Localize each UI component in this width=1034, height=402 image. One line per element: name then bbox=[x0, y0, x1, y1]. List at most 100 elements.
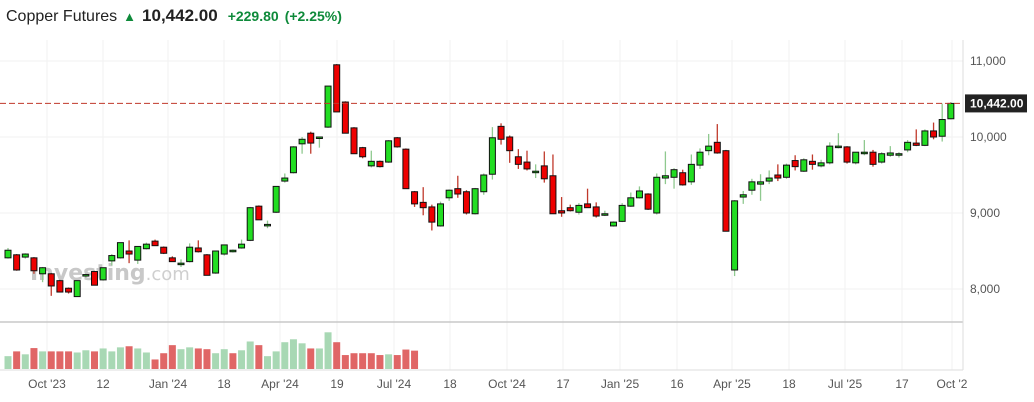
candle bbox=[852, 151, 860, 165]
volume-bar bbox=[47, 351, 55, 369]
volume-bar bbox=[168, 345, 176, 369]
candle bbox=[549, 154, 557, 215]
candle bbox=[558, 197, 566, 217]
candle-body bbox=[194, 247, 202, 253]
time-axis[interactable]: Oct '23 12 Jan '24 18 Apr '24 19 Jul '24 18 Oct … bbox=[28, 377, 968, 391]
candle-body bbox=[852, 151, 860, 164]
candle bbox=[497, 123, 505, 145]
volume-bar bbox=[39, 351, 47, 369]
y-tick-label: 11,000 bbox=[970, 54, 1006, 68]
candle-body bbox=[428, 206, 436, 223]
candle-body bbox=[713, 141, 721, 154]
candle bbox=[514, 149, 522, 169]
candle-body bbox=[869, 151, 877, 165]
candle bbox=[445, 189, 453, 201]
candle-body bbox=[341, 101, 349, 134]
candle bbox=[99, 267, 107, 281]
current-price-label: 10,442.00 bbox=[970, 96, 1024, 110]
candle-body bbox=[385, 140, 393, 163]
candle bbox=[229, 249, 237, 253]
candle bbox=[670, 168, 678, 189]
candle-body bbox=[731, 200, 739, 271]
candle-body bbox=[826, 145, 834, 164]
volume-bar bbox=[359, 353, 367, 369]
chart-header: Copper Futures ▲ 10,442.00 +229.80 (+2.2… bbox=[6, 6, 342, 26]
candle bbox=[679, 169, 687, 186]
x-tick-label: Jan '25 bbox=[601, 377, 640, 391]
candle bbox=[307, 131, 315, 154]
candle-body bbox=[705, 145, 713, 152]
candle-body bbox=[116, 242, 124, 259]
candle bbox=[921, 129, 929, 147]
candle bbox=[220, 244, 228, 256]
candle bbox=[800, 158, 808, 172]
candle-body bbox=[523, 161, 531, 170]
candle-body bbox=[437, 203, 444, 227]
candle bbox=[125, 240, 133, 264]
volume-bar bbox=[298, 343, 306, 369]
candle-body bbox=[618, 204, 626, 222]
candle bbox=[748, 178, 756, 195]
volume-bar bbox=[203, 349, 211, 369]
candle bbox=[635, 186, 643, 199]
candle-body bbox=[298, 138, 306, 145]
candle-body bbox=[73, 280, 81, 298]
candle bbox=[713, 124, 721, 154]
candle-body bbox=[21, 253, 29, 258]
candle bbox=[238, 239, 246, 249]
candle-body bbox=[246, 207, 254, 241]
candle bbox=[566, 204, 574, 212]
candle-body bbox=[584, 203, 592, 209]
x-tick-label: 18 bbox=[782, 377, 796, 391]
candle-body bbox=[947, 102, 955, 120]
x-tick-label: Jul '25 bbox=[828, 377, 863, 391]
candle bbox=[722, 149, 730, 232]
price-axis[interactable]: 11,000 10,000 9,000 8,000 bbox=[970, 54, 1007, 296]
candle-body bbox=[739, 194, 747, 198]
candle-body bbox=[30, 257, 38, 272]
candle bbox=[134, 245, 142, 264]
candle-body bbox=[886, 152, 894, 156]
candle-body bbox=[783, 164, 790, 178]
candle-body bbox=[13, 254, 21, 271]
volume-bar bbox=[220, 349, 228, 369]
candle-body bbox=[904, 141, 912, 151]
volume-bar bbox=[13, 351, 21, 369]
x-tick-label: 18 bbox=[217, 377, 231, 391]
candle-body bbox=[134, 245, 142, 261]
candle-body bbox=[350, 127, 358, 155]
candle-body bbox=[800, 159, 808, 172]
candle-body bbox=[91, 271, 98, 286]
candle bbox=[791, 155, 799, 171]
watermark-suffix: .com bbox=[146, 264, 190, 285]
volume-bar bbox=[272, 351, 280, 369]
candle bbox=[151, 239, 159, 247]
candle bbox=[930, 122, 938, 140]
candle bbox=[142, 242, 150, 250]
candle bbox=[116, 242, 124, 259]
candle-body bbox=[65, 287, 73, 293]
x-tick-label: 19 bbox=[330, 377, 344, 391]
volume-bar bbox=[160, 353, 168, 369]
volume-bar bbox=[91, 351, 98, 369]
last-price: 10,442.00 bbox=[142, 6, 218, 25]
x-tick-label: 18 bbox=[443, 377, 457, 391]
volume-bar bbox=[238, 350, 246, 369]
candle bbox=[47, 273, 55, 296]
candle bbox=[56, 279, 64, 293]
candle bbox=[13, 254, 21, 271]
volume-bar bbox=[402, 349, 410, 369]
volume-bar bbox=[341, 355, 349, 369]
candle-body bbox=[47, 273, 55, 287]
candle-body bbox=[39, 267, 47, 275]
candle bbox=[826, 142, 834, 165]
candle-body bbox=[610, 221, 617, 227]
candle bbox=[359, 146, 367, 159]
candle-body bbox=[471, 188, 479, 215]
candle bbox=[808, 154, 816, 170]
candle-body bbox=[558, 210, 566, 214]
candle-body bbox=[203, 254, 211, 276]
candle bbox=[938, 103, 946, 142]
candle bbox=[895, 152, 903, 158]
